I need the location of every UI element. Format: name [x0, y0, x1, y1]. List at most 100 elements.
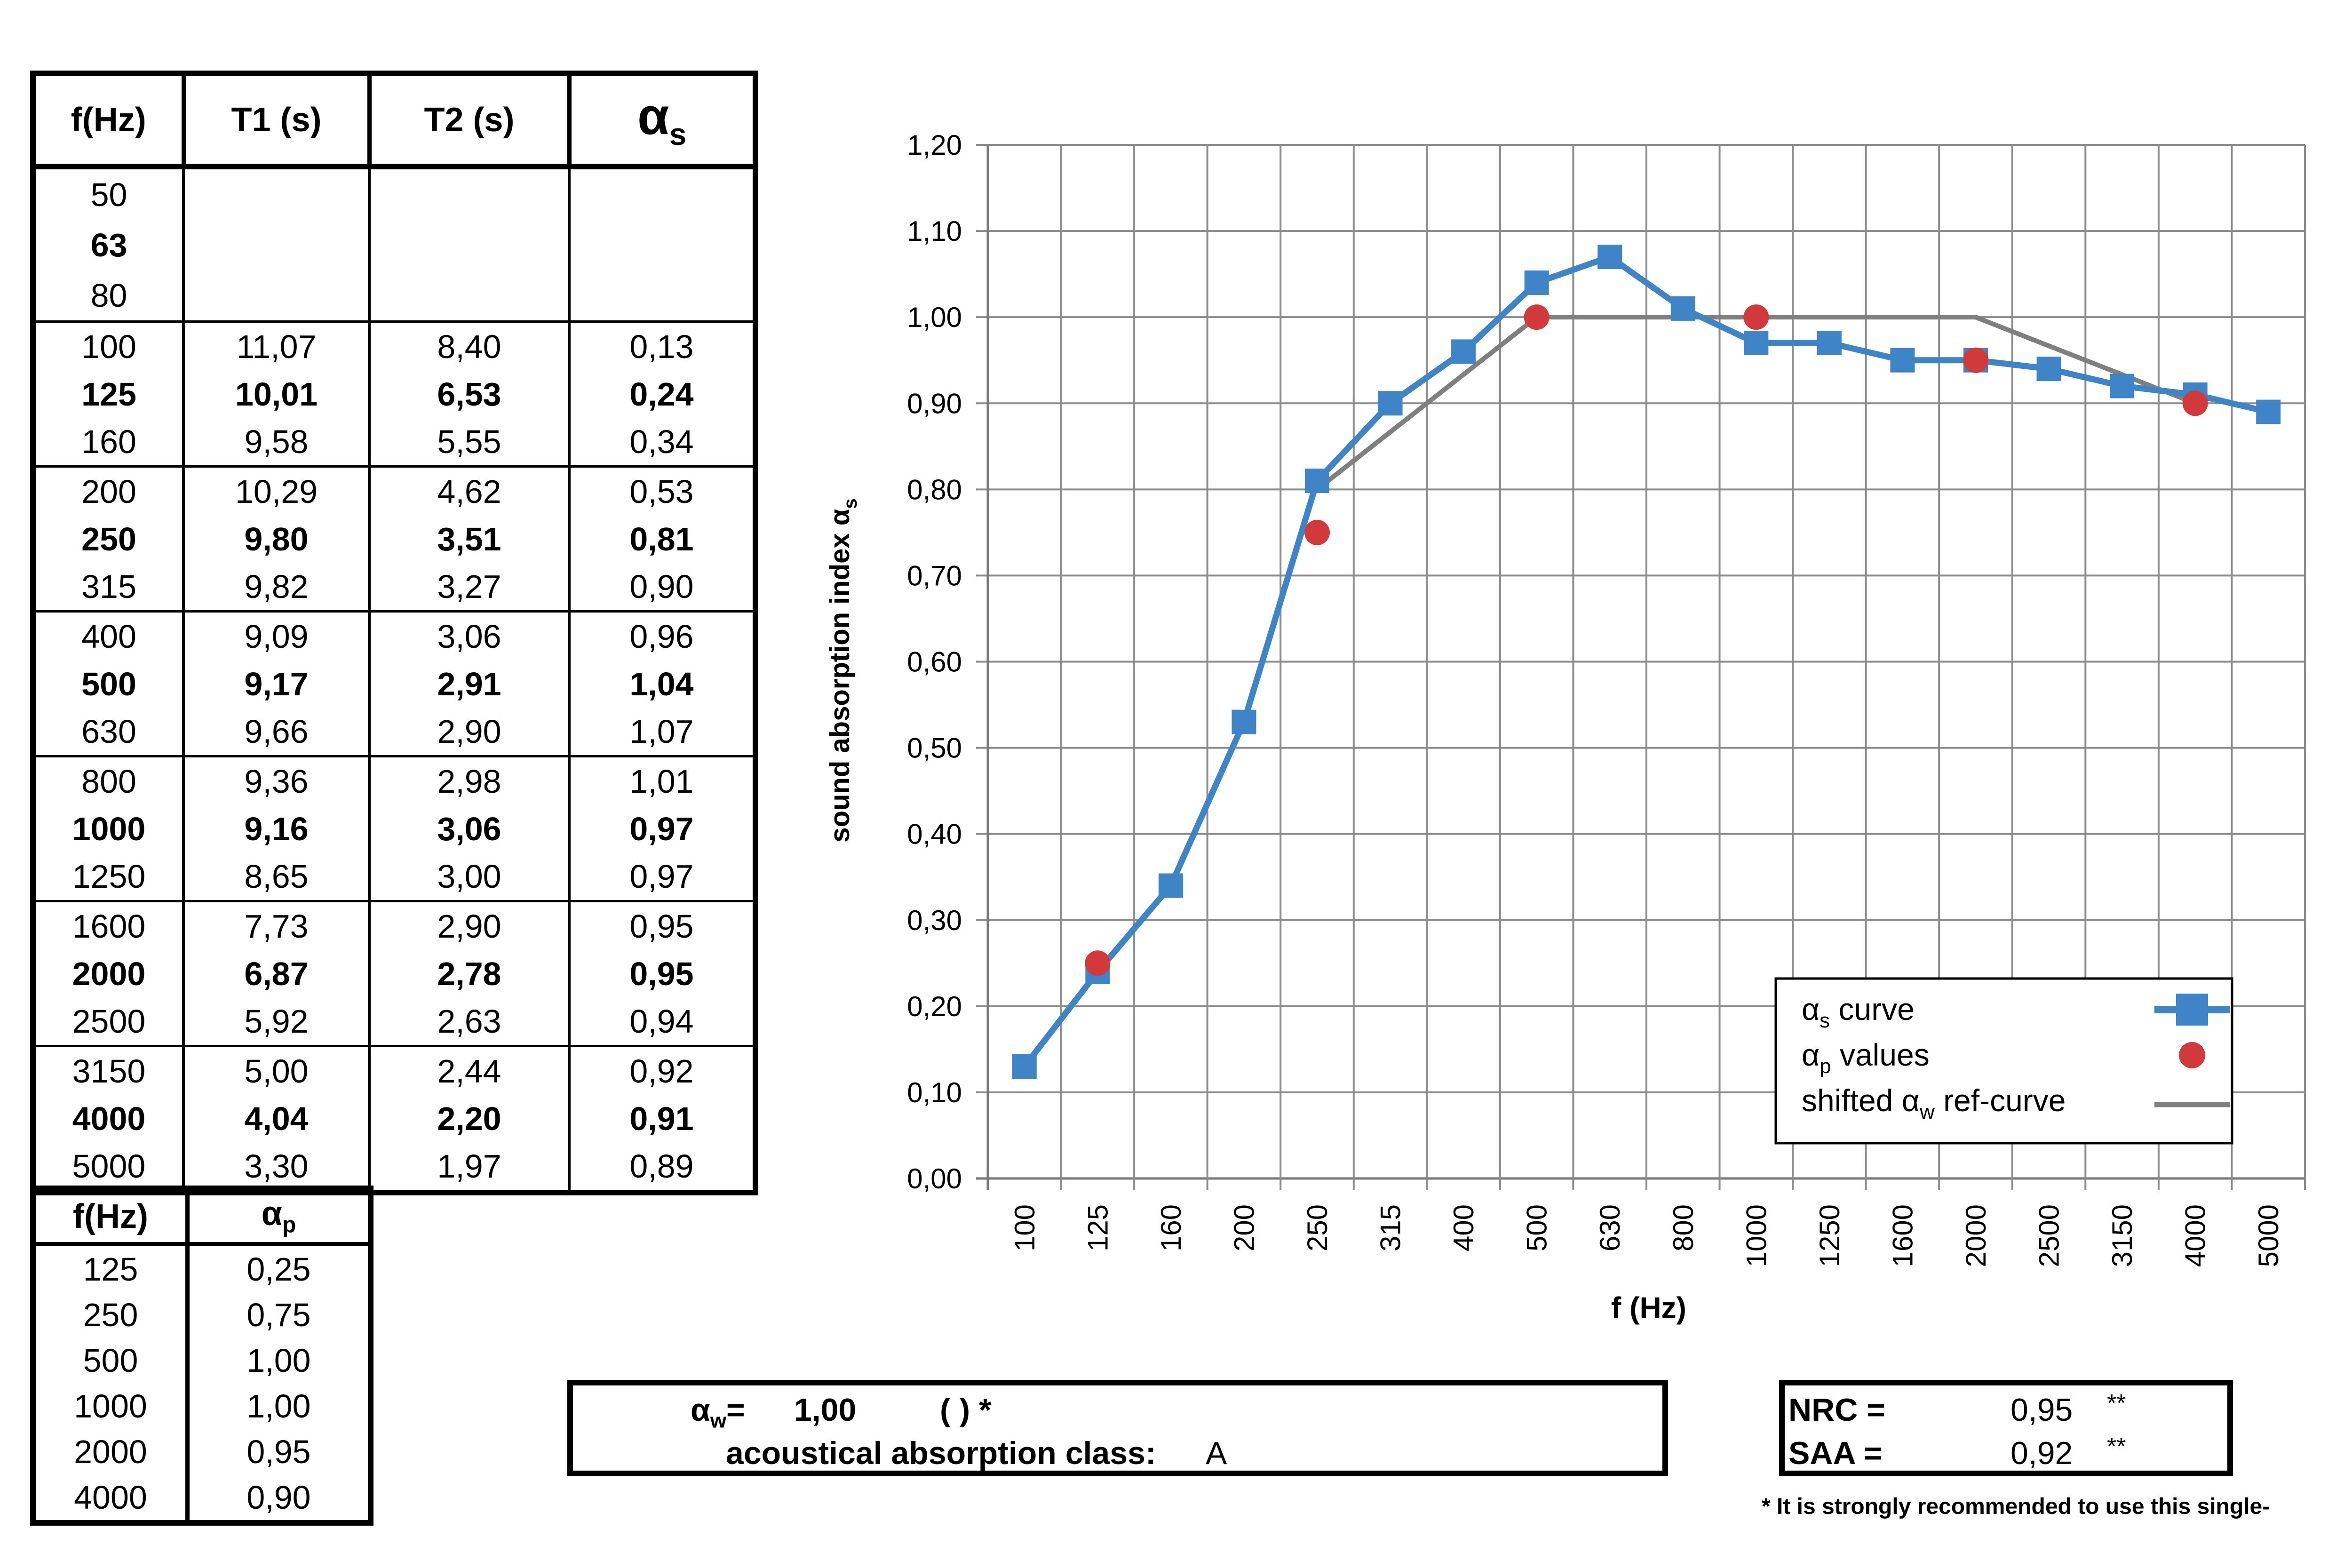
y-tick-label: 0,00	[907, 1163, 962, 1194]
cell-alpha-p: 0,25	[246, 1250, 311, 1288]
alpha-s-point	[1158, 873, 1183, 898]
cell-t1: 3,30	[183, 1142, 371, 1193]
alpha-s-point	[1524, 270, 1549, 295]
weighted-absorption-box: αw= 1,00 ( ) * acoustical absorption cla…	[567, 1380, 1668, 1476]
alpha-s-point	[1305, 469, 1329, 493]
y-axis-label: sound absorption index αs	[825, 498, 861, 842]
alpha-s-point	[1744, 331, 1769, 356]
cell-frequency: 315	[33, 563, 185, 613]
table-row: 2500 5,92 2,63 0,94	[33, 997, 755, 1047]
table-row: 125 0,25	[33, 1244, 371, 1292]
x-tick-label: 500	[1521, 1204, 1553, 1251]
nrc-label: NRC =	[1788, 1392, 1885, 1428]
alpha-s-point	[1597, 245, 1622, 270]
legend-label: αs curve	[1802, 992, 1915, 1032]
footnote: * It is strongly recommended to use this…	[1762, 1494, 2270, 1519]
cell-t2: 2,78	[369, 950, 571, 997]
table-row: 2000 0,95	[33, 1429, 371, 1474]
table-row: 4000 4,04 2,20 0,91	[33, 1095, 755, 1142]
cell-t2: 2,98	[369, 756, 571, 805]
x-tick-label: 250	[1302, 1204, 1333, 1251]
cell-frequency: 250	[33, 1292, 190, 1337]
table-row: 1000 9,16 3,06 0,97	[33, 805, 755, 852]
cell-t2: 5,55	[369, 418, 571, 468]
table-row: 500 1,00	[33, 1337, 371, 1383]
cell-t2: 2,90	[369, 901, 571, 950]
x-tick-label: 4000	[2180, 1204, 2211, 1267]
table-row: 63	[33, 220, 755, 270]
cell-alpha-s: 1,01	[629, 763, 694, 800]
cell-t1: 5,92	[183, 997, 371, 1047]
cell-alpha-p: 1,00	[246, 1387, 311, 1425]
cell-frequency: 125	[33, 370, 185, 418]
header-t1: T1 (s)	[183, 73, 372, 169]
cell-t2: 4,62	[369, 466, 571, 515]
cell-t2: 2,44	[369, 1046, 571, 1095]
table-row: 800 9,36 2,98 1,01	[33, 756, 755, 805]
cell-frequency: 800	[33, 756, 185, 805]
y-tick-label: 0,50	[907, 732, 962, 764]
x-tick-label: 160	[1155, 1204, 1187, 1251]
table-row: 4000 0,90	[33, 1474, 371, 1523]
y-tick-label: 0,60	[907, 646, 962, 678]
cell-frequency: 2000	[33, 950, 185, 997]
cell-frequency: 1600	[33, 901, 185, 950]
cell-frequency: 1000	[33, 1383, 190, 1429]
y-tick-label: 1,20	[907, 129, 962, 161]
cell-frequency: 3150	[33, 1046, 185, 1095]
cell-t1: 9,66	[183, 708, 371, 757]
cell-empty	[369, 220, 571, 270]
header-frequency: f(Hz)	[33, 73, 186, 169]
cell-empty	[183, 270, 371, 323]
cell-empty	[569, 270, 755, 323]
y-tick-label: 0,90	[907, 388, 962, 419]
absorption-class-label: acoustical absorption class:	[726, 1435, 1156, 1471]
cell-t1: 5,00	[183, 1046, 371, 1095]
chart-series	[1012, 245, 2281, 1079]
cell-t2: 3,06	[369, 805, 571, 852]
y-tick-label: 0,30	[907, 905, 962, 936]
table-row: 2000 6,87 2,78 0,95	[33, 950, 755, 997]
cell-empty	[183, 220, 371, 270]
cell-frequency: 4000	[33, 1474, 190, 1523]
measurement-table: f(Hz) T1 (s) T2 (s) αs 50 63 80 100 11,07 8,4…	[30, 71, 758, 1195]
header-frequency: f(Hz)	[33, 1188, 190, 1246]
nrc-value: 0,95	[2010, 1392, 2073, 1428]
cell-frequency: 5000	[33, 1142, 185, 1193]
cell-t2: 2,20	[369, 1095, 571, 1142]
nrc-mark: **	[2107, 1390, 2126, 1417]
cell-t2: 3,06	[369, 611, 571, 660]
cell-t1: 7,73	[183, 901, 371, 950]
header-alpha-p: αp	[187, 1188, 371, 1246]
alpha-w-value: 1,00	[794, 1392, 857, 1428]
cell-t2: 2,63	[369, 997, 571, 1047]
saa-value: 0,92	[2010, 1435, 2073, 1471]
cell-frequency: 500	[33, 1337, 190, 1383]
x-tick-label: 5000	[2253, 1204, 2284, 1267]
legend-swatch-marker	[2179, 1042, 2205, 1068]
cell-t1: 4,04	[183, 1095, 371, 1142]
cell-frequency: 400	[33, 611, 185, 660]
cell-frequency: 250	[33, 515, 185, 563]
alpha-s-point	[1012, 1054, 1037, 1079]
cell-alpha-s: 0,96	[629, 618, 694, 655]
cell-t1: 10,29	[183, 466, 371, 515]
cell-t1: 9,36	[183, 756, 371, 805]
cell-alpha-s: 0,81	[629, 520, 694, 557]
cell-t2: 3,27	[369, 563, 571, 613]
cell-t2: 3,00	[369, 852, 571, 902]
alpha-p-point	[1085, 950, 1111, 976]
table-row: 80	[33, 270, 755, 323]
cell-frequency: 160	[33, 418, 185, 468]
alpha-s-point	[1817, 331, 1842, 356]
y-tick-label: 0,70	[907, 560, 962, 591]
x-tick-label: 2500	[2034, 1204, 2065, 1267]
table-row: 250 0,75	[33, 1292, 371, 1337]
x-axis-label: f (Hz)	[1611, 1291, 1686, 1325]
y-tick-label: 1,10	[907, 215, 962, 247]
x-tick-label: 800	[1668, 1204, 1699, 1251]
cell-frequency: 500	[33, 660, 185, 708]
cell-t1: 9,58	[183, 418, 371, 468]
table-row: 400 9,09 3,06 0,96	[33, 611, 755, 660]
alpha-p-point	[1524, 304, 1549, 330]
